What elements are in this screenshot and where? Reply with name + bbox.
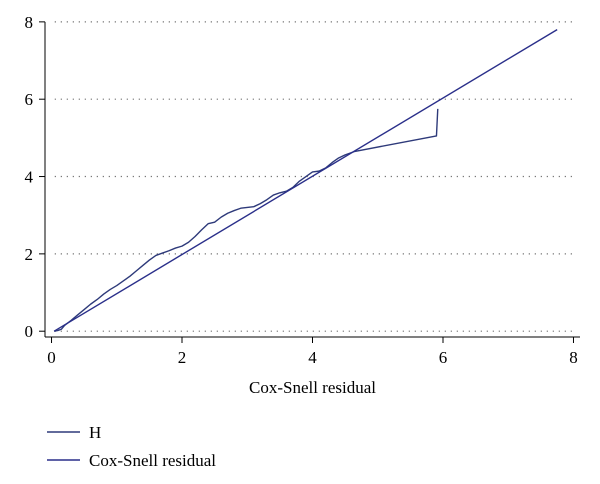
plot-area-series [53,28,558,332]
legend-label: Cox-Snell residual [89,451,216,470]
x-tick-label: 0 [47,348,56,367]
grid-lines [54,21,574,332]
x-axis-title: Cox-Snell residual [249,378,376,397]
y-tick-label: 8 [25,13,34,32]
y-tick-label: 2 [25,245,34,264]
legend-label: H [89,423,101,442]
x-tick-label: 8 [569,348,578,367]
series-line-h [53,108,439,332]
axes: 0 2 4 6 8 0 2 4 6 8 [25,13,580,367]
x-tick-label: 6 [439,348,448,367]
legend: H Cox-Snell residual [47,423,216,470]
y-tick-label: 6 [25,90,34,109]
series-line-cox-snell-residual [53,28,558,332]
x-tick-label: 2 [178,348,187,367]
y-tick-label: 0 [25,322,34,341]
y-tick-label: 4 [25,168,34,187]
x-tick-label: 4 [308,348,317,367]
